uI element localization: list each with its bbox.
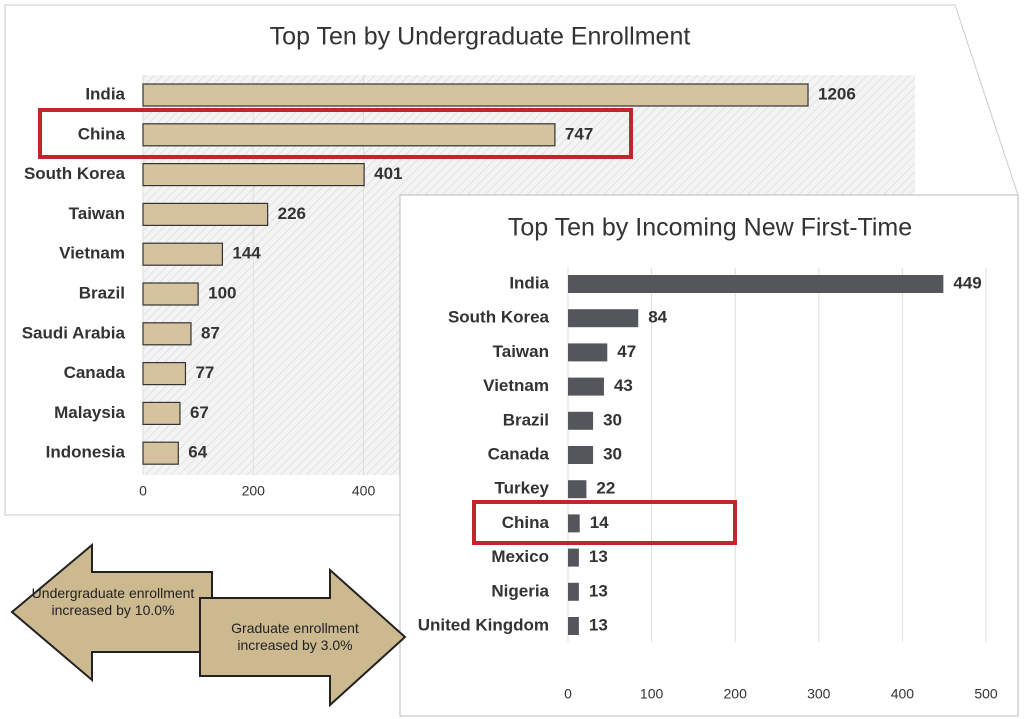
bar xyxy=(142,282,199,306)
bar xyxy=(142,83,809,107)
bar xyxy=(568,377,604,396)
bar xyxy=(568,548,579,567)
data-label: 1206 xyxy=(818,84,856,103)
data-label: 14 xyxy=(590,513,609,532)
data-label: 64 xyxy=(188,443,207,462)
data-label: 13 xyxy=(589,581,608,600)
bar xyxy=(142,123,556,147)
bar xyxy=(142,202,269,226)
data-label: 77 xyxy=(195,363,214,382)
data-label: 43 xyxy=(614,376,633,395)
data-label: 100 xyxy=(208,283,236,302)
y-tick-label: Taiwan xyxy=(493,342,549,361)
y-tick-label: Brazil xyxy=(79,283,125,302)
data-label: 13 xyxy=(589,547,608,566)
data-label: 87 xyxy=(201,323,220,342)
y-tick-label: Mexico xyxy=(491,547,549,566)
y-tick-label: Canada xyxy=(488,444,550,463)
data-label: 67 xyxy=(190,403,209,422)
data-label: 449 xyxy=(953,273,981,292)
y-tick-label: Vietnam xyxy=(483,376,549,395)
chart-title: Top Ten by Undergraduate Enrollment xyxy=(270,23,691,51)
data-label: 226 xyxy=(278,204,306,223)
y-tick-label: Nigeria xyxy=(491,581,549,600)
data-label: 22 xyxy=(596,479,615,498)
data-label: 47 xyxy=(617,342,636,361)
bar xyxy=(142,441,179,465)
y-tick-label: Turkey xyxy=(495,479,550,498)
y-tick-label: China xyxy=(502,513,550,532)
y-tick-label: India xyxy=(509,273,549,292)
bar xyxy=(142,163,365,187)
y-tick-label: Vietnam xyxy=(59,244,125,263)
data-label: 30 xyxy=(603,444,622,463)
y-tick-label: Indonesia xyxy=(46,443,126,462)
data-label: 401 xyxy=(374,164,402,183)
annotation: Undergraduate enrollment increased by 10… xyxy=(31,585,195,618)
chart-undergraduate: Top Ten by Undergraduate Enrollment 0 200… xyxy=(22,23,856,499)
bar xyxy=(142,322,192,346)
data-label: 747 xyxy=(565,124,593,143)
chart-first-time: Top Ten by Incoming New First-Time 0 100 2… xyxy=(418,214,998,702)
x-tick-label: 500 xyxy=(974,686,998,702)
x-tick-label: 200 xyxy=(242,483,266,499)
x-tick-label: 400 xyxy=(891,686,915,702)
x-tick-label: 400 xyxy=(352,483,376,499)
bar xyxy=(568,514,580,533)
y-tick-label: Taiwan xyxy=(69,204,125,223)
y-tick-label: Canada xyxy=(64,363,126,382)
bar xyxy=(568,480,587,499)
y-tick-label: South Korea xyxy=(24,164,126,183)
bar xyxy=(142,362,187,386)
y-tick-label: United Kingdom xyxy=(418,615,549,634)
bar xyxy=(568,411,594,430)
bar xyxy=(142,242,224,266)
bar xyxy=(568,582,579,601)
x-tick-label: 100 xyxy=(640,686,664,702)
y-tick-label: China xyxy=(78,124,126,143)
data-label: 144 xyxy=(232,244,261,263)
bar xyxy=(568,446,594,464)
y-tick-label: South Korea xyxy=(448,308,550,327)
bar xyxy=(568,617,579,635)
highlight-box xyxy=(472,500,737,545)
x-tick-label: 0 xyxy=(564,686,572,702)
y-tick-label: Saudi Arabia xyxy=(22,323,126,342)
x-tick-label: 200 xyxy=(724,686,748,702)
data-label: 84 xyxy=(648,308,667,327)
bar xyxy=(142,401,181,425)
bar xyxy=(568,309,639,328)
y-tick-label: Malaysia xyxy=(54,403,125,422)
x-tick-label: 300 xyxy=(807,686,831,702)
data-label: 30 xyxy=(603,410,622,429)
data-label: 13 xyxy=(589,615,608,634)
bar xyxy=(568,275,944,293)
bar xyxy=(568,343,608,362)
chart-title: Top Ten by Incoming New First-Time xyxy=(508,214,912,242)
x-tick-label: 0 xyxy=(139,483,147,499)
y-tick-label: India xyxy=(85,84,125,103)
annotation: Graduate enrollment increased by 3.0% xyxy=(231,620,359,653)
highlight-box xyxy=(38,108,633,159)
arrow-right xyxy=(199,567,407,708)
y-tick-label: Brazil xyxy=(503,410,549,429)
